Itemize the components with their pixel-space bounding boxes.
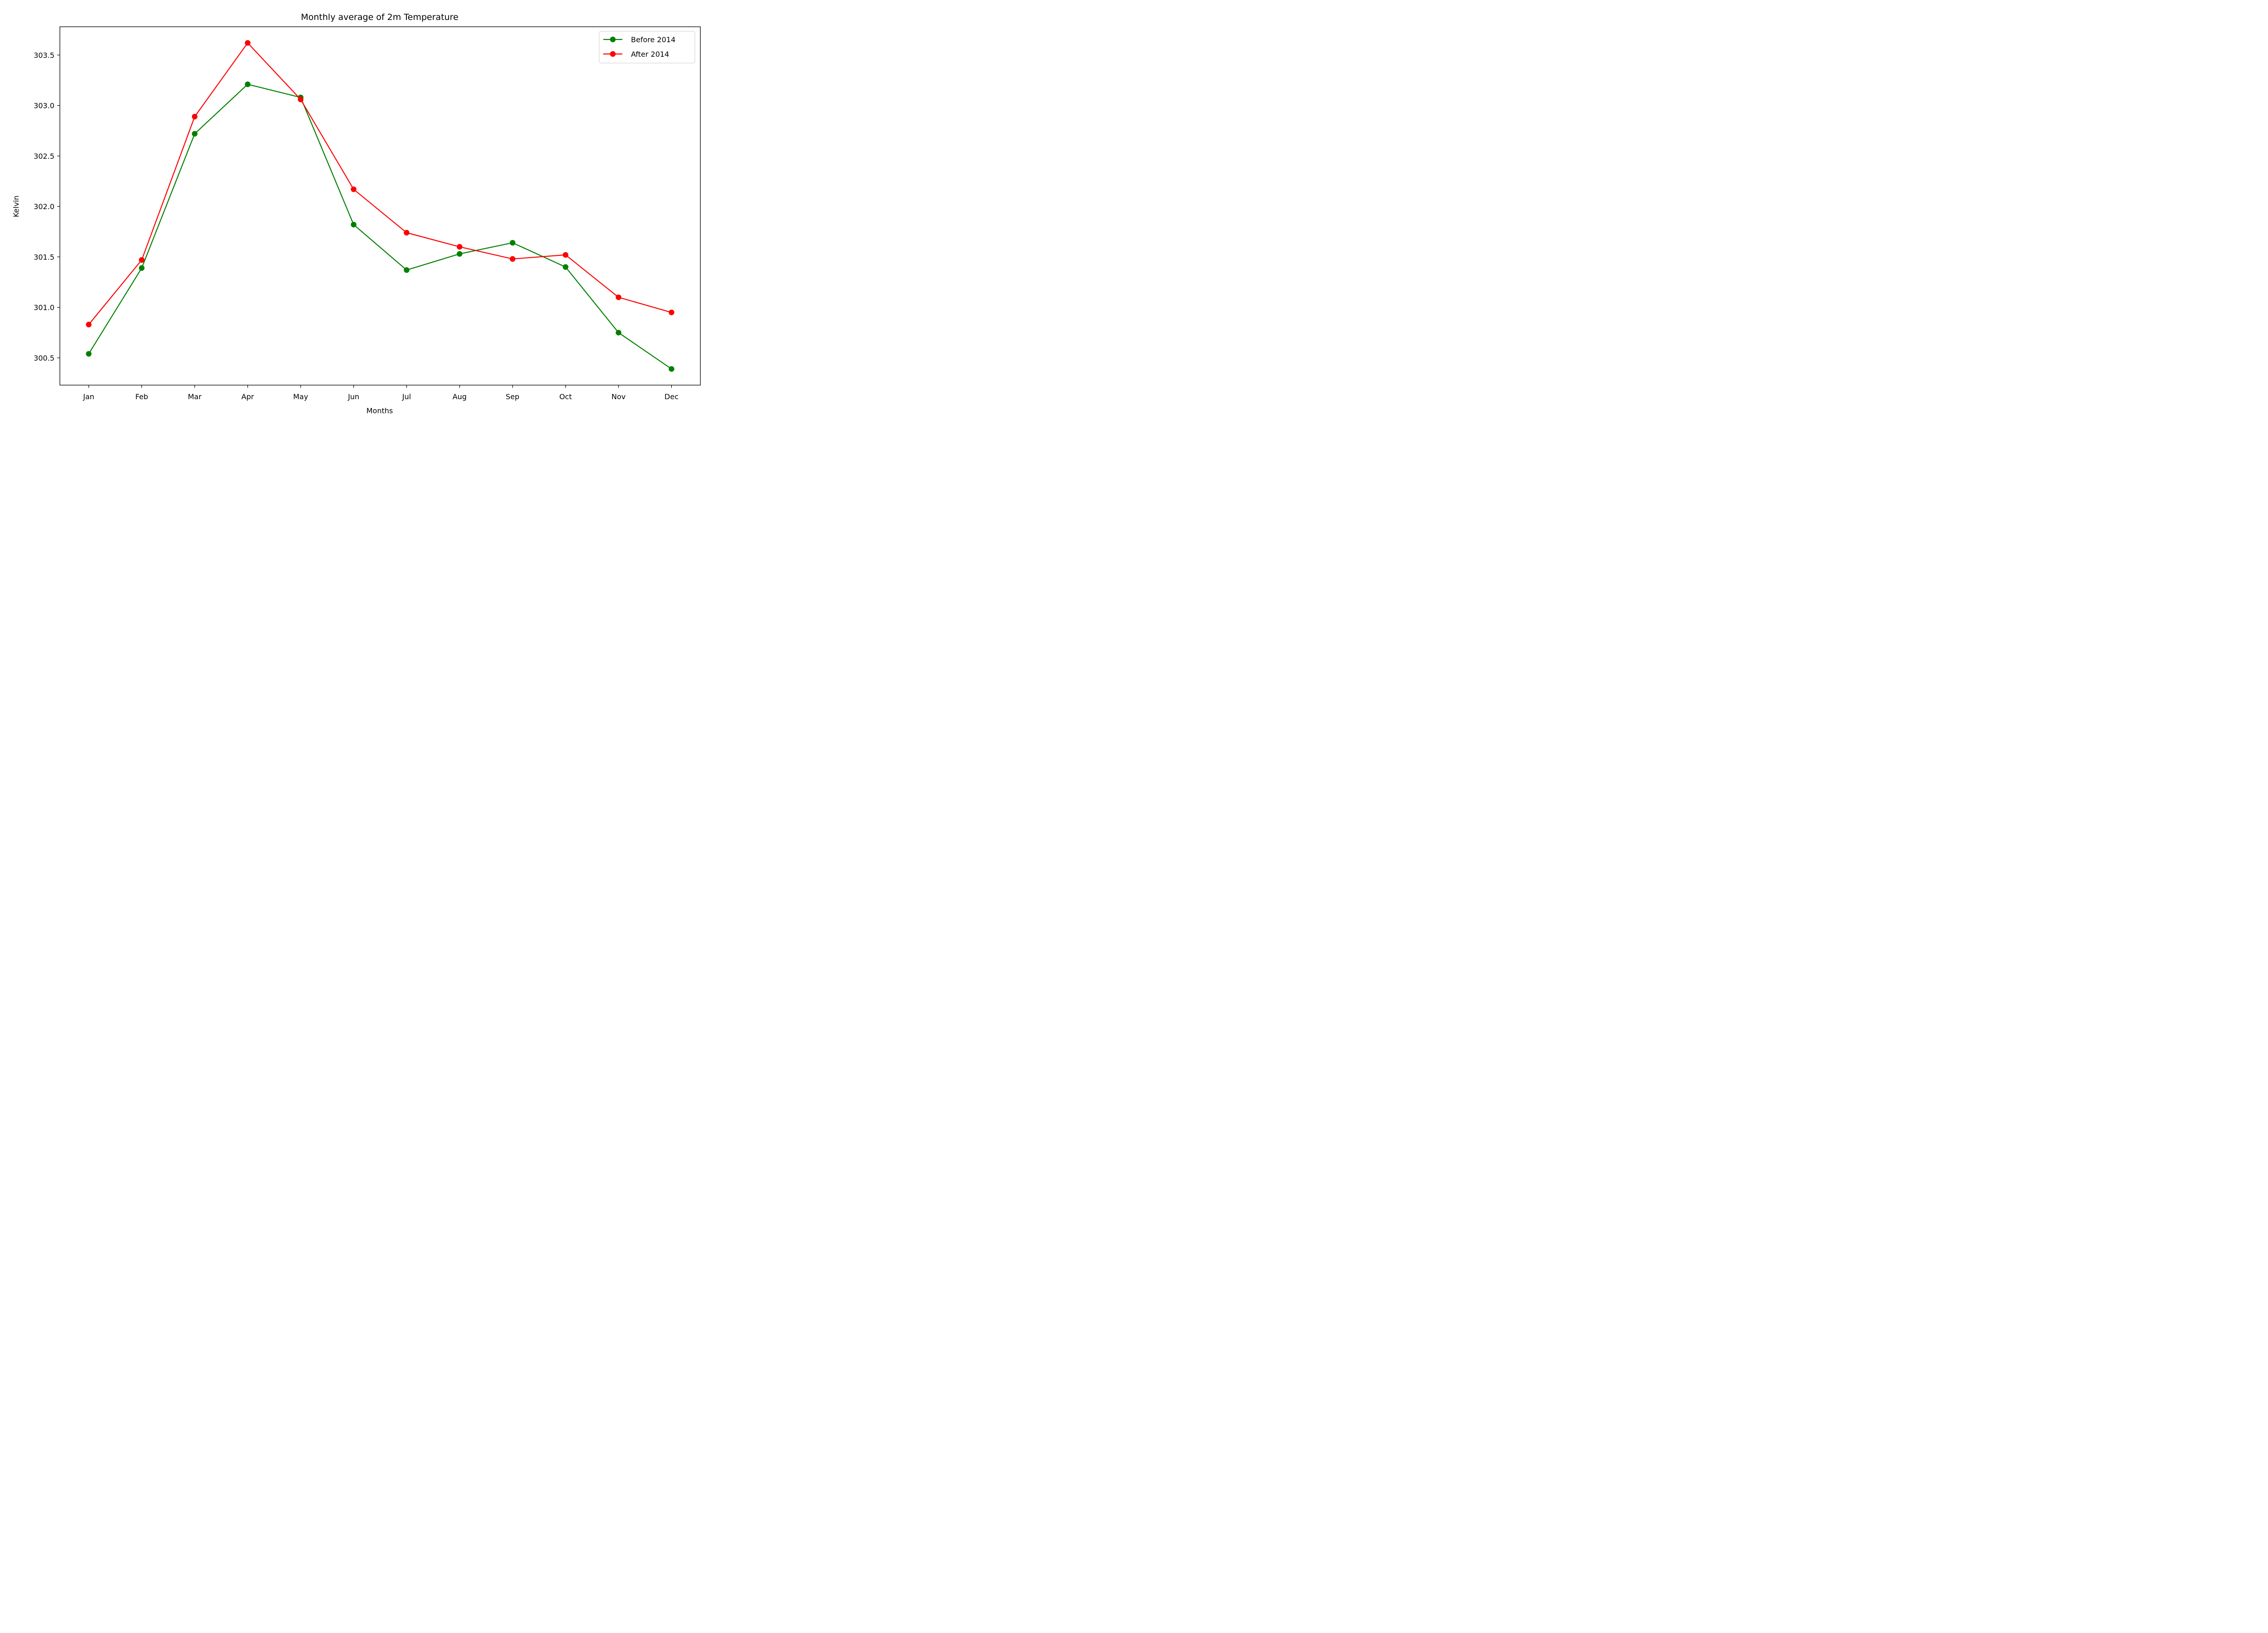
legend-marker-before-2014 <box>610 36 616 43</box>
x-tick-label: Sep <box>506 392 519 401</box>
series-0-point <box>616 330 621 336</box>
series-line-0 <box>88 83 672 370</box>
x-tick-label: Apr <box>241 392 254 401</box>
x-tick-label: Oct <box>559 392 572 401</box>
y-tick-label: 302.5 <box>34 152 54 161</box>
legend-marker-after-2014 <box>610 51 616 57</box>
series-1-point <box>139 257 145 263</box>
x-tick-label: Aug <box>453 392 467 401</box>
series-0-point <box>404 267 410 273</box>
y-tick-label: 301.0 <box>34 303 54 312</box>
series-1-point <box>457 244 463 250</box>
series-1-point <box>509 256 516 262</box>
legend: Before 2014 After 2014 <box>599 31 695 64</box>
series-0-point <box>509 240 516 246</box>
x-axis-label: Months <box>367 406 393 415</box>
legend-label-before-2014: Before 2014 <box>631 35 675 44</box>
series-0-point <box>244 81 251 88</box>
y-tick-label: 300.5 <box>34 354 54 362</box>
series-1-point <box>192 113 198 120</box>
x-tick-label: Mar <box>188 392 202 401</box>
series-1-point <box>669 309 675 315</box>
x-tick-label: Jul <box>402 392 411 401</box>
series-1-point <box>351 186 357 192</box>
series-0-point <box>457 251 463 257</box>
plot-frame <box>59 26 701 386</box>
line-chart: Monthly average of 2m Temperature Kelvin… <box>12 12 701 415</box>
series-1-point <box>298 97 303 103</box>
series-line-1 <box>88 42 672 325</box>
series-0-point <box>139 265 145 271</box>
series-0-point <box>86 351 92 357</box>
y-tick-label: 302.0 <box>34 202 54 211</box>
series-1-point <box>616 294 621 300</box>
legend-label-after-2014: After 2014 <box>631 50 669 59</box>
series-1-point <box>404 230 410 236</box>
chart-title: Monthly average of 2m Temperature <box>301 12 458 22</box>
series-0-point <box>669 366 675 372</box>
x-tick-label: Nov <box>611 392 626 401</box>
x-tick-label: May <box>293 392 308 401</box>
plot-area: Jan Feb Mar Apr May Jun Jul Aug Sep Oct Nov Dec 300.… <box>34 26 701 401</box>
x-tick-label: Dec <box>665 392 679 401</box>
x-tick-label: Jan <box>83 392 94 401</box>
series-1-point <box>562 252 569 258</box>
x-tick-label: Feb <box>135 392 148 401</box>
series-0-point <box>192 131 198 137</box>
y-axis-label: Kelvin <box>12 196 20 217</box>
y-tick-label: 303.0 <box>34 102 54 110</box>
legend-box <box>599 31 695 64</box>
x-tick-label: Jun <box>347 392 359 401</box>
y-tick-label: 303.5 <box>34 51 54 59</box>
series-0-point <box>562 264 569 270</box>
y-tick-label: 301.5 <box>34 253 54 261</box>
series-0-point <box>351 221 357 228</box>
series-1-point <box>86 322 92 328</box>
series-1-point <box>244 40 251 46</box>
